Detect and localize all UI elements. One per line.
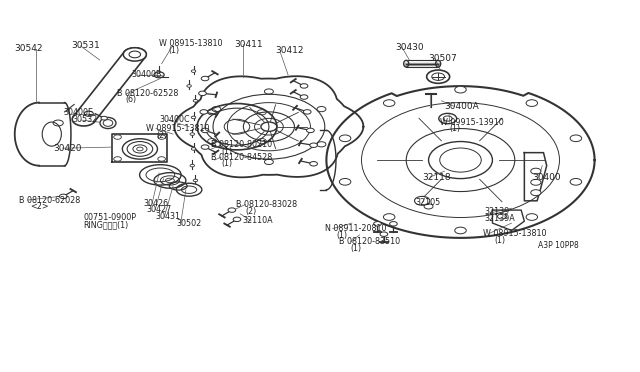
- Text: 30400E: 30400E: [63, 108, 93, 117]
- Text: 30427: 30427: [147, 205, 172, 214]
- Circle shape: [300, 84, 308, 88]
- Text: 32118: 32118: [422, 173, 451, 182]
- Text: W 09915-13910: W 09915-13910: [440, 118, 504, 127]
- Text: A3P 10PP8: A3P 10PP8: [538, 241, 579, 250]
- Circle shape: [531, 179, 541, 185]
- Text: W 08915-13810: W 08915-13810: [147, 124, 210, 133]
- Circle shape: [526, 214, 538, 220]
- Text: 32105: 32105: [416, 198, 441, 207]
- Text: 30412: 30412: [275, 46, 304, 55]
- Circle shape: [114, 157, 122, 161]
- Circle shape: [60, 194, 67, 199]
- Ellipse shape: [193, 179, 198, 182]
- Text: B 08120-62528: B 08120-62528: [117, 89, 179, 98]
- Circle shape: [310, 161, 317, 166]
- Ellipse shape: [191, 70, 196, 73]
- Text: 30400B: 30400B: [132, 70, 162, 79]
- Circle shape: [201, 145, 209, 149]
- Text: B 08120-80210: B 08120-80210: [211, 140, 273, 149]
- Circle shape: [101, 116, 108, 120]
- Text: (1): (1): [336, 231, 347, 240]
- Circle shape: [307, 128, 314, 133]
- Text: (2): (2): [156, 131, 167, 140]
- Circle shape: [374, 222, 381, 226]
- Circle shape: [390, 222, 397, 226]
- Circle shape: [310, 143, 317, 147]
- Text: 30502: 30502: [176, 219, 202, 228]
- Text: 30426: 30426: [143, 199, 168, 208]
- Circle shape: [158, 135, 166, 139]
- Text: 30430: 30430: [396, 42, 424, 51]
- Circle shape: [200, 110, 207, 114]
- Circle shape: [154, 72, 164, 78]
- Circle shape: [455, 86, 467, 93]
- Text: 30532: 30532: [72, 115, 97, 124]
- Text: 30400C: 30400C: [159, 115, 189, 124]
- Circle shape: [339, 179, 351, 185]
- Text: 30400A: 30400A: [445, 102, 479, 111]
- Text: B 08120-84528: B 08120-84528: [211, 153, 273, 161]
- Text: 30420: 30420: [54, 144, 82, 153]
- Text: 30542: 30542: [15, 44, 44, 53]
- Text: 00751-0900P: 00751-0900P: [84, 214, 137, 222]
- Circle shape: [303, 110, 311, 114]
- Circle shape: [570, 135, 582, 142]
- Circle shape: [570, 179, 582, 185]
- Circle shape: [233, 217, 241, 222]
- Text: <2>: <2>: [30, 202, 49, 211]
- Text: (1): (1): [450, 124, 461, 134]
- Circle shape: [114, 135, 122, 139]
- Text: 30507: 30507: [429, 54, 458, 62]
- Ellipse shape: [193, 99, 198, 102]
- Text: 30411: 30411: [234, 40, 262, 49]
- Text: RINGリング(1): RINGリング(1): [84, 220, 129, 229]
- Ellipse shape: [187, 85, 191, 87]
- Text: 30531: 30531: [71, 41, 100, 51]
- Circle shape: [124, 48, 147, 61]
- Circle shape: [201, 76, 209, 81]
- Text: B 08120-62028: B 08120-62028: [19, 196, 80, 205]
- Text: B 08120-83510: B 08120-83510: [339, 237, 400, 246]
- Text: (6): (6): [126, 95, 137, 104]
- Circle shape: [201, 128, 209, 133]
- Text: 32110A: 32110A: [242, 217, 273, 225]
- Circle shape: [339, 135, 351, 142]
- Ellipse shape: [191, 116, 196, 119]
- Text: (1): (1): [494, 235, 506, 245]
- Text: (1): (1): [221, 147, 232, 155]
- Circle shape: [300, 95, 308, 99]
- Circle shape: [383, 214, 395, 220]
- Circle shape: [415, 196, 430, 205]
- Text: (1): (1): [221, 159, 232, 168]
- Text: B 08120-83028: B 08120-83028: [236, 200, 297, 209]
- Text: (1): (1): [169, 46, 180, 55]
- Circle shape: [383, 100, 395, 106]
- Text: (2): (2): [245, 207, 257, 216]
- Text: 32139A: 32139A: [484, 214, 515, 223]
- Text: 32139: 32139: [484, 208, 510, 217]
- Ellipse shape: [190, 133, 195, 135]
- Text: (1): (1): [351, 244, 362, 253]
- Ellipse shape: [191, 148, 196, 150]
- Circle shape: [531, 168, 541, 174]
- Circle shape: [531, 190, 541, 196]
- Circle shape: [158, 157, 166, 161]
- Circle shape: [497, 214, 506, 219]
- Text: W 08915-13810: W 08915-13810: [159, 39, 223, 48]
- Circle shape: [455, 227, 467, 234]
- Ellipse shape: [190, 164, 195, 167]
- Text: 30400: 30400: [532, 173, 561, 182]
- Circle shape: [439, 113, 457, 124]
- Text: N 08911-20810: N 08911-20810: [325, 224, 387, 233]
- Circle shape: [526, 100, 538, 106]
- Text: 30431: 30431: [156, 212, 180, 221]
- Text: W 08915-13810: W 08915-13810: [483, 229, 547, 238]
- Circle shape: [198, 91, 206, 96]
- Circle shape: [380, 232, 388, 236]
- Circle shape: [228, 208, 236, 212]
- Circle shape: [427, 70, 450, 83]
